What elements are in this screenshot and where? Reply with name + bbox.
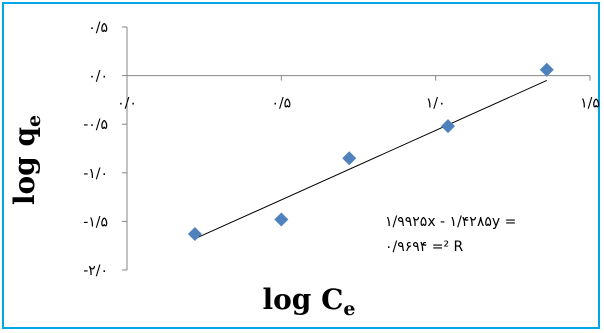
y-axis-title-sub: e — [23, 115, 45, 127]
x-tick-label: ۰/۰ — [117, 96, 137, 112]
tick-labels: ۰/۵ ۰/۰ -۰/۵ -۱/۰ -۱/۵ -۲/۰ ۰/۰ ۰/۵ ۱/۰ ۱/۵ — [83, 20, 600, 279]
data-points — [187, 62, 554, 242]
data-point — [539, 62, 554, 77]
data-point — [187, 227, 202, 242]
data-point — [441, 119, 456, 134]
x-tick-label: ۰/۵ — [271, 96, 291, 112]
fit-line-group — [194, 79, 547, 240]
y-tick-label: -۱/۰ — [83, 166, 108, 182]
x-axis-title-main: log C — [262, 283, 343, 316]
y-tick-label: -۰/۵ — [83, 117, 108, 133]
x-tick-label: ۱/۵ — [580, 96, 600, 112]
y-axis-title: log qe — [8, 115, 45, 205]
x-tick-label: ۱/۰ — [426, 96, 446, 112]
x-axis-title: log Ce — [262, 283, 355, 320]
equation-line-2: ۰/۹۶۹۴ =² R — [385, 239, 464, 255]
y-tick-label: -۲/۰ — [83, 263, 108, 279]
data-point — [342, 151, 357, 166]
fit-line — [194, 79, 547, 240]
y-tick-label: -۱/۵ — [83, 214, 108, 230]
y-tick-label: ۰/۵ — [88, 20, 108, 36]
data-point — [274, 212, 289, 227]
equation-line-1: ۱/۹۹۲۵x - ۱/۴۲۸۵y = — [385, 214, 516, 230]
chart-frame — [2, 2, 600, 329]
x-axis-title-sub: e — [343, 298, 355, 320]
y-tick-label: ۰/۰ — [88, 69, 108, 85]
axes — [122, 26, 591, 271]
y-axis-title-main: log q — [8, 127, 41, 205]
